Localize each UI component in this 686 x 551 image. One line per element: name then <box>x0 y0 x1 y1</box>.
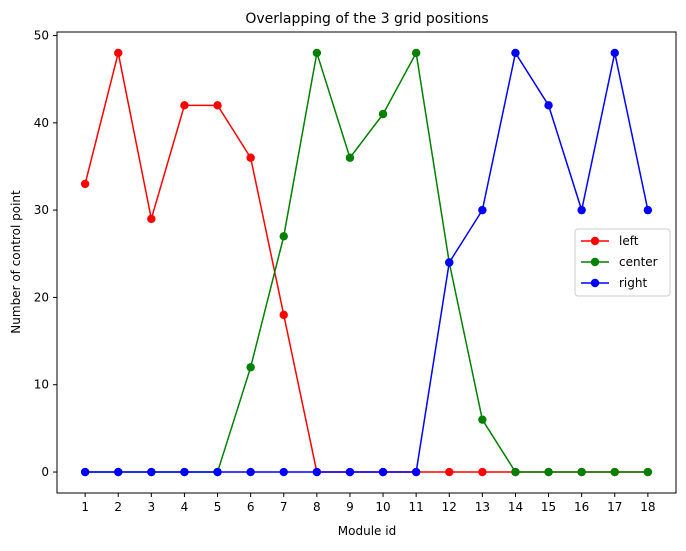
data-point-left <box>279 310 288 320</box>
data-point-right <box>445 258 454 267</box>
data-point-center <box>246 363 255 372</box>
data-point-left <box>147 214 156 224</box>
data-point-center <box>511 467 520 477</box>
series-right <box>80 48 653 477</box>
data-point-left <box>478 467 487 477</box>
x-tick-label: 9 <box>346 500 354 514</box>
legend-label-right: right <box>619 276 647 290</box>
data-point-center <box>478 415 487 424</box>
legend-marker-right <box>590 278 600 288</box>
y-tick-label: 40 <box>34 116 49 130</box>
x-tick-label: 11 <box>409 500 424 514</box>
data-point-left <box>180 101 189 110</box>
x-tick-label: 6 <box>247 500 255 514</box>
x-tick-label: 14 <box>508 500 523 514</box>
x-tick-label: 4 <box>181 500 189 514</box>
data-point-right <box>411 467 421 477</box>
data-point-center <box>345 153 355 162</box>
y-axis-label: Number of control point <box>9 190 23 334</box>
series-left <box>80 48 653 477</box>
series-line-center <box>85 50 648 473</box>
data-point-center <box>577 467 586 477</box>
x-tick-label: 16 <box>574 500 589 514</box>
data-point-left <box>246 153 255 162</box>
y-tick-label: 10 <box>34 378 49 392</box>
x-tick-label: 2 <box>114 500 122 514</box>
data-point-right <box>643 205 653 215</box>
data-point-center <box>378 109 388 119</box>
x-tick-label: 1 <box>81 500 89 514</box>
legend-marker-left <box>590 236 600 246</box>
x-axis-label: Module id <box>338 524 396 538</box>
legend-label-left: left <box>619 234 639 248</box>
x-tick-label: 18 <box>640 500 655 514</box>
data-point-right <box>147 467 156 477</box>
data-point-right <box>478 205 487 215</box>
series-center <box>80 48 653 477</box>
legend-marker-center <box>590 257 600 267</box>
data-point-right <box>246 467 255 477</box>
data-point-right <box>577 205 586 215</box>
data-point-right <box>180 467 189 477</box>
data-point-right <box>610 48 619 58</box>
x-tick-label: 12 <box>442 500 457 514</box>
plot-frame <box>56 31 677 494</box>
data-point-right <box>544 101 553 110</box>
x-tick-label: 5 <box>214 500 222 514</box>
series-line-left <box>84 52 648 473</box>
data-point-left <box>213 101 222 110</box>
data-point-left <box>114 48 123 58</box>
x-tick-label: 7 <box>280 500 288 514</box>
data-point-center <box>544 467 553 477</box>
chart-title: Overlapping of the 3 grid positions <box>245 11 488 27</box>
data-point-right <box>378 467 388 477</box>
series-line-right <box>85 50 649 473</box>
legend-box <box>574 228 671 297</box>
data-point-left <box>80 179 90 189</box>
legend: left center right <box>574 228 671 297</box>
data-point-center <box>312 48 322 58</box>
data-point-center <box>610 467 619 477</box>
data-point-right <box>213 467 222 477</box>
y-tick-label: 50 <box>34 28 49 42</box>
x-tick-label: 13 <box>475 500 490 514</box>
data-point-center <box>643 467 653 477</box>
x-tick-label: 3 <box>148 500 156 514</box>
data-point-right <box>511 48 520 58</box>
data-point-right <box>279 467 288 477</box>
x-tick-label: 8 <box>313 500 321 514</box>
data-point-right <box>80 467 90 477</box>
y-tick-label: 20 <box>34 290 49 304</box>
data-point-right <box>345 467 355 477</box>
data-point-center <box>279 232 288 241</box>
x-tick-label: 10 <box>375 500 390 514</box>
data-point-right <box>114 467 123 477</box>
data-point-center <box>411 48 421 58</box>
legend-label-center: center <box>619 255 658 269</box>
y-tick-label: 30 <box>34 203 49 217</box>
x-tick-label: 15 <box>541 500 556 514</box>
y-tick-label: 0 <box>41 465 49 479</box>
data-point-right <box>312 467 322 477</box>
series-lines <box>80 48 653 477</box>
data-point-left <box>445 467 454 477</box>
x-tick-label: 17 <box>607 500 622 514</box>
